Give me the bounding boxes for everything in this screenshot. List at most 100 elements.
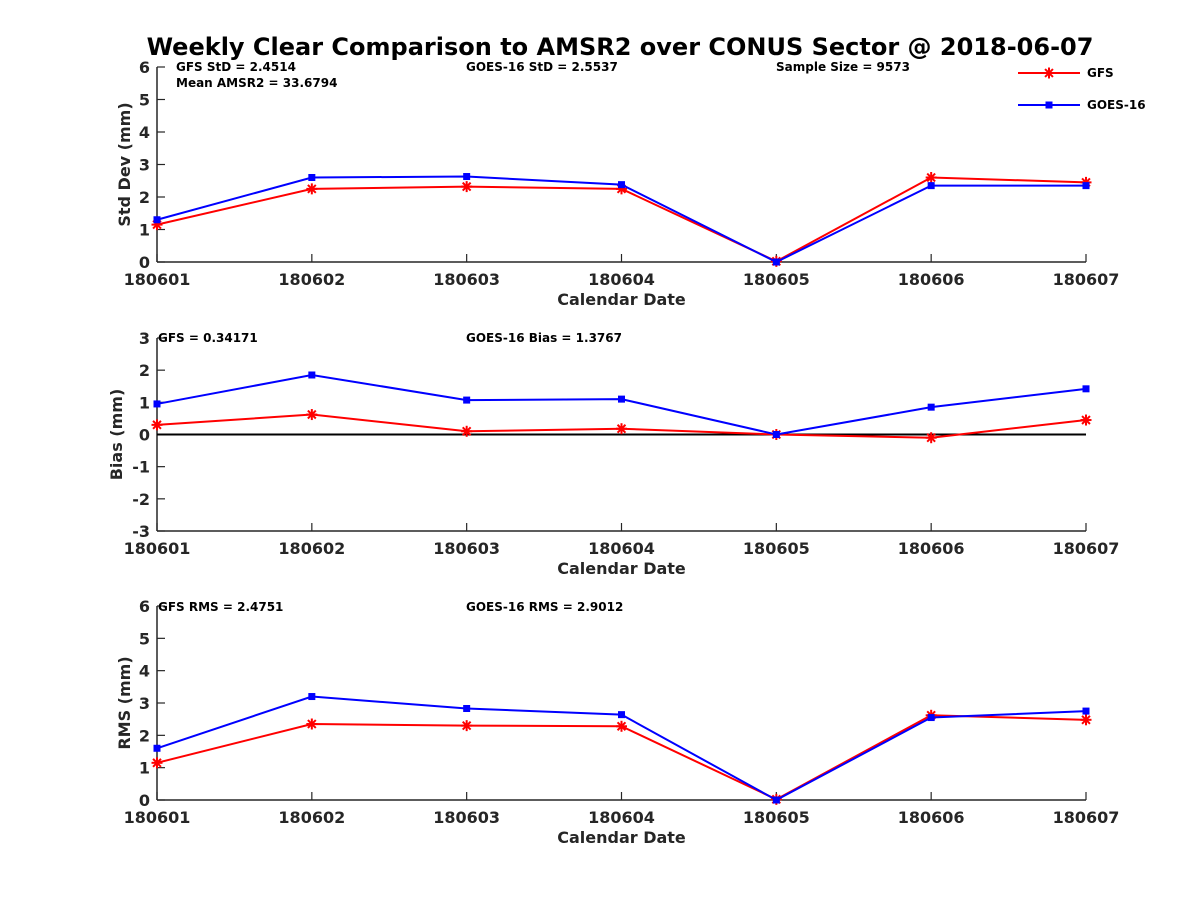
data-point bbox=[463, 173, 471, 181]
data-point bbox=[153, 400, 161, 408]
x-tick-label: 180607 bbox=[1053, 539, 1120, 558]
data-point bbox=[461, 720, 473, 732]
y-tick-label: 0 bbox=[139, 253, 150, 272]
legend-label: GFS bbox=[1087, 66, 1114, 80]
x-tick-label: 180603 bbox=[433, 808, 500, 827]
data-point bbox=[927, 182, 935, 190]
data-point-stroke bbox=[307, 409, 317, 420]
y-tick-label: 1 bbox=[139, 759, 150, 778]
data-point bbox=[772, 796, 780, 804]
data-point bbox=[461, 181, 473, 193]
data-point bbox=[151, 757, 163, 769]
data-point-stroke bbox=[1081, 715, 1091, 725]
data-point-stroke bbox=[926, 433, 936, 443]
x-tick-label: 180601 bbox=[124, 808, 191, 827]
data-point-stroke bbox=[307, 184, 317, 194]
x-tick-label: 180602 bbox=[278, 270, 345, 289]
data-point bbox=[616, 720, 627, 732]
y-tick-label: 5 bbox=[139, 91, 150, 110]
data-point bbox=[925, 172, 937, 183]
stat-annotation: GFS RMS = 2.4751 bbox=[158, 600, 283, 614]
x-tick-label: 180601 bbox=[124, 270, 191, 289]
x-tick-label: 180604 bbox=[588, 270, 655, 289]
x-axis-label: Calendar Date bbox=[557, 828, 686, 847]
y-tick-label: 2 bbox=[139, 361, 150, 380]
y-tick-label: 3 bbox=[139, 156, 150, 175]
data-point bbox=[618, 181, 625, 189]
x-tick-label: 180606 bbox=[898, 270, 965, 289]
legend-label: GOES-16 bbox=[1087, 98, 1146, 112]
y-tick-label: 6 bbox=[139, 597, 150, 616]
stat-annotation: GOES-16 StD = 2.5537 bbox=[466, 60, 618, 74]
x-tick-label: 180605 bbox=[743, 539, 810, 558]
data-point bbox=[618, 711, 625, 719]
y-tick-label: 1 bbox=[139, 221, 150, 240]
x-tick-label: 180602 bbox=[278, 539, 345, 558]
y-tick-label: 5 bbox=[139, 629, 150, 648]
data-point bbox=[1080, 414, 1092, 426]
y-tick-label: 2 bbox=[139, 726, 150, 745]
data-point bbox=[308, 174, 316, 181]
y-axis-label: Std Dev (mm) bbox=[115, 102, 134, 226]
stat-annotation: GFS = 0.34171 bbox=[158, 331, 258, 345]
y-tick-label: 4 bbox=[139, 123, 150, 142]
legend: GFS GOES-16 bbox=[1018, 66, 1146, 112]
series-goes-16 bbox=[153, 173, 1090, 266]
data-point-stroke bbox=[1081, 415, 1091, 425]
series-gfs bbox=[151, 709, 1092, 805]
data-point bbox=[616, 423, 627, 435]
chart-panels: 0 1 2 3 4 5 6 180601 180602 180603 180604 180605 180… bbox=[107, 58, 1119, 847]
series-goes-16 bbox=[153, 693, 1090, 804]
data-point bbox=[927, 403, 935, 411]
data-point-stroke bbox=[152, 420, 162, 430]
data-point-stroke bbox=[307, 719, 317, 729]
y-axis-label: Bias (mm) bbox=[107, 389, 126, 481]
legend-entry-goes-16: GOES-16 bbox=[1018, 98, 1146, 112]
stat-annotation: GOES-16 Bias = 1.3767 bbox=[466, 331, 622, 345]
data-point bbox=[461, 425, 473, 437]
x-tick-label: 180603 bbox=[433, 270, 500, 289]
data-point bbox=[772, 431, 780, 438]
data-point-stroke bbox=[926, 172, 936, 183]
data-point-stroke bbox=[461, 181, 472, 192]
data-point bbox=[1082, 182, 1090, 190]
stat-annotation: GFS StD = 2.4514 bbox=[176, 60, 296, 74]
data-point-stroke bbox=[616, 424, 627, 434]
data-point bbox=[1082, 385, 1090, 393]
y-tick-label: 4 bbox=[139, 662, 150, 681]
figure-title: Weekly Clear Comparison to AMSR2 over CO… bbox=[147, 33, 1094, 61]
x-axis-label: Calendar Date bbox=[557, 290, 686, 309]
data-point-stroke bbox=[616, 721, 627, 731]
data-point bbox=[306, 718, 318, 730]
data-point bbox=[463, 704, 471, 712]
stat-annotation: Sample Size = 9573 bbox=[776, 60, 910, 74]
x-tick-label: 180607 bbox=[1053, 808, 1120, 827]
data-point bbox=[153, 216, 161, 224]
x-tick-label: 180604 bbox=[588, 808, 655, 827]
x-tick-label: 180603 bbox=[433, 539, 500, 558]
data-point bbox=[772, 258, 780, 266]
stat-annotation: Mean AMSR2 = 33.6794 bbox=[176, 76, 337, 90]
data-point bbox=[308, 693, 316, 701]
y-tick-label: -2 bbox=[132, 490, 150, 509]
x-tick-label: 180601 bbox=[124, 539, 191, 558]
data-point bbox=[463, 396, 471, 404]
chart-panel-1: 0 1 2 3 4 5 6 180601 180602 180603 180604 180605 180… bbox=[115, 58, 1119, 309]
x-tick-label: 180607 bbox=[1053, 270, 1120, 289]
y-tick-label: 6 bbox=[139, 58, 150, 77]
x-axis-label: Calendar Date bbox=[557, 559, 686, 578]
legend-marker bbox=[1045, 101, 1053, 109]
y-tick-label: 0 bbox=[139, 791, 150, 810]
y-tick-label: -3 bbox=[132, 522, 150, 541]
chart-panel-3: 0 1 2 3 4 5 6 180601 180602 180603 180604 180605 180… bbox=[115, 597, 1119, 847]
data-point bbox=[927, 714, 935, 722]
y-axis-label: RMS (mm) bbox=[115, 656, 134, 749]
x-tick-label: 180604 bbox=[588, 539, 655, 558]
y-tick-label: 1 bbox=[139, 393, 150, 412]
data-point-stroke bbox=[461, 720, 472, 731]
legend-marker bbox=[1043, 67, 1055, 79]
data-point bbox=[1080, 714, 1092, 726]
x-tick-label: 180606 bbox=[898, 539, 965, 558]
data-point-stroke bbox=[152, 758, 162, 768]
data-point bbox=[151, 419, 163, 431]
